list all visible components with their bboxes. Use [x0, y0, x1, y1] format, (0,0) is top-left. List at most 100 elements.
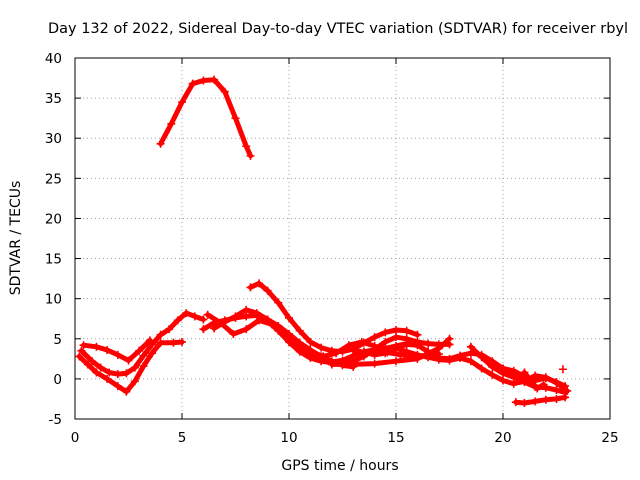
data-point — [167, 119, 176, 128]
data-point — [178, 98, 186, 107]
data-point — [539, 380, 548, 389]
data-point — [552, 394, 561, 403]
data-point — [173, 316, 182, 325]
data-point — [79, 341, 88, 350]
data-point — [558, 365, 567, 374]
x-tick-label: 5 — [178, 430, 187, 446]
data-point — [349, 346, 358, 355]
data-point — [477, 364, 486, 373]
data-point — [145, 336, 154, 345]
data-point — [182, 309, 191, 318]
data-point — [105, 368, 114, 377]
data-point — [392, 325, 400, 334]
data-point — [488, 362, 497, 371]
series-trace — [521, 370, 547, 391]
data-point — [285, 313, 293, 322]
data-point — [488, 370, 497, 379]
data-point — [169, 338, 178, 347]
data-point — [210, 324, 219, 333]
data-point — [231, 312, 240, 321]
y-tick-label: 30 — [45, 131, 62, 147]
data-point — [242, 305, 251, 314]
y-tick-label: 20 — [45, 211, 62, 227]
data-point — [456, 354, 465, 363]
data-point — [263, 317, 272, 326]
data-point — [242, 325, 251, 334]
data-point — [541, 395, 550, 404]
grid-lines — [75, 58, 610, 419]
data-point — [139, 362, 148, 371]
data-point — [156, 139, 165, 148]
data-point — [188, 79, 197, 88]
data-point — [509, 366, 518, 375]
data-point — [306, 354, 315, 363]
series-arc-n — [511, 393, 570, 407]
x-tick-label: 10 — [280, 430, 297, 446]
series-trace — [158, 77, 253, 159]
data-point — [220, 317, 229, 326]
data-point — [113, 382, 122, 391]
data-point — [445, 356, 454, 365]
data-point — [295, 347, 304, 356]
data-point — [466, 342, 475, 351]
x-tick-label: 0 — [71, 430, 80, 446]
data-point — [252, 309, 261, 318]
series-point — [558, 365, 567, 374]
data-point — [359, 338, 368, 347]
data-point — [402, 340, 411, 349]
data-point — [156, 338, 165, 347]
series-arc-o — [520, 368, 548, 393]
data-point — [477, 353, 486, 362]
data-point — [561, 393, 570, 402]
data-point — [220, 87, 229, 96]
series-arc-j — [327, 334, 454, 369]
data-point — [246, 151, 255, 160]
x-tick-label: 25 — [601, 430, 618, 446]
series-arc-a — [77, 309, 208, 379]
data-point — [229, 329, 238, 338]
data-point — [317, 357, 326, 366]
y-tick-label: 35 — [45, 91, 62, 107]
data-point — [327, 360, 336, 369]
data-point — [520, 368, 529, 377]
data-point — [402, 347, 411, 356]
data-point — [381, 337, 390, 346]
y-tick-label: -5 — [49, 412, 62, 428]
data-point — [526, 376, 535, 385]
data-point — [317, 343, 326, 352]
data-point — [499, 364, 507, 373]
data-point — [327, 346, 336, 355]
plot-frame — [74, 57, 611, 420]
data-point — [255, 316, 264, 325]
data-point — [274, 326, 283, 335]
data-point — [190, 312, 199, 321]
data-point — [130, 377, 139, 386]
data-point — [349, 360, 358, 369]
data-point — [199, 76, 208, 85]
data-point — [533, 384, 542, 393]
data-point — [359, 348, 368, 357]
x-tick-label: 15 — [387, 430, 404, 446]
data-point — [199, 325, 208, 334]
data-point — [156, 330, 165, 339]
data-point — [295, 338, 304, 347]
data-point — [370, 359, 379, 368]
series-trace — [468, 344, 568, 395]
data-point — [139, 351, 148, 360]
data-point — [231, 114, 240, 123]
data-point — [434, 355, 443, 364]
data-point — [96, 363, 105, 372]
data-point — [135, 346, 144, 355]
y-tick-label: 25 — [45, 171, 62, 187]
data-point — [381, 328, 390, 337]
data-point — [445, 334, 454, 343]
data-point — [381, 349, 390, 358]
data-point — [434, 344, 443, 353]
data-point — [83, 360, 92, 369]
data-point — [285, 329, 293, 338]
data-point — [124, 356, 133, 365]
data-point — [242, 142, 251, 151]
y-tick-label: 0 — [53, 372, 62, 388]
data-point — [413, 341, 422, 350]
data-point — [392, 333, 400, 342]
